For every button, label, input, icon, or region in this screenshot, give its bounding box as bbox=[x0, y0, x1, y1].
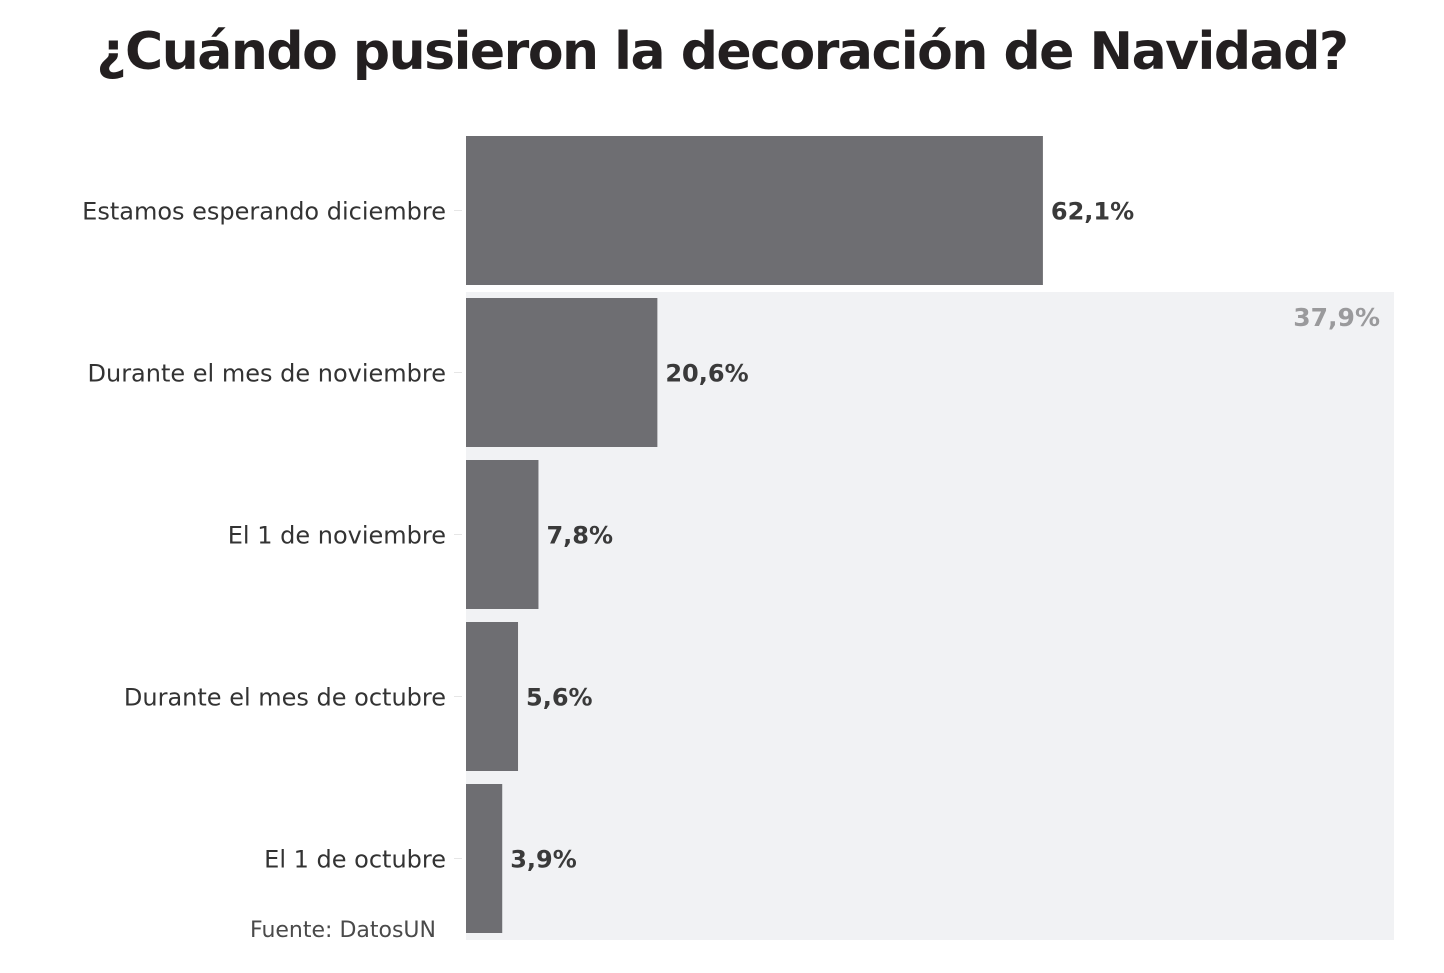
value-label: 3,9% bbox=[510, 846, 577, 874]
value-label: 20,6% bbox=[665, 360, 748, 388]
category-label: Durante el mes de octubre bbox=[124, 684, 446, 712]
category-label: El 1 de octubre bbox=[264, 846, 446, 874]
category-label: El 1 de noviembre bbox=[228, 522, 446, 550]
category-label: Durante el mes de noviembre bbox=[88, 360, 447, 388]
highlight-region-label: 37,9% bbox=[1293, 303, 1380, 332]
bar bbox=[466, 622, 519, 771]
chart-title: ¿Cuándo pusieron la decoración de Navida… bbox=[96, 22, 1349, 82]
source-note: Fuente: DatosUN bbox=[250, 918, 436, 943]
bar bbox=[466, 784, 503, 933]
bar bbox=[466, 298, 658, 447]
value-label: 7,8% bbox=[546, 522, 613, 550]
value-label: 5,6% bbox=[526, 684, 593, 712]
bar bbox=[466, 460, 539, 609]
bar bbox=[466, 136, 1043, 285]
category-label: Estamos esperando diciembre bbox=[82, 198, 446, 226]
value-label: 62,1% bbox=[1051, 198, 1134, 226]
